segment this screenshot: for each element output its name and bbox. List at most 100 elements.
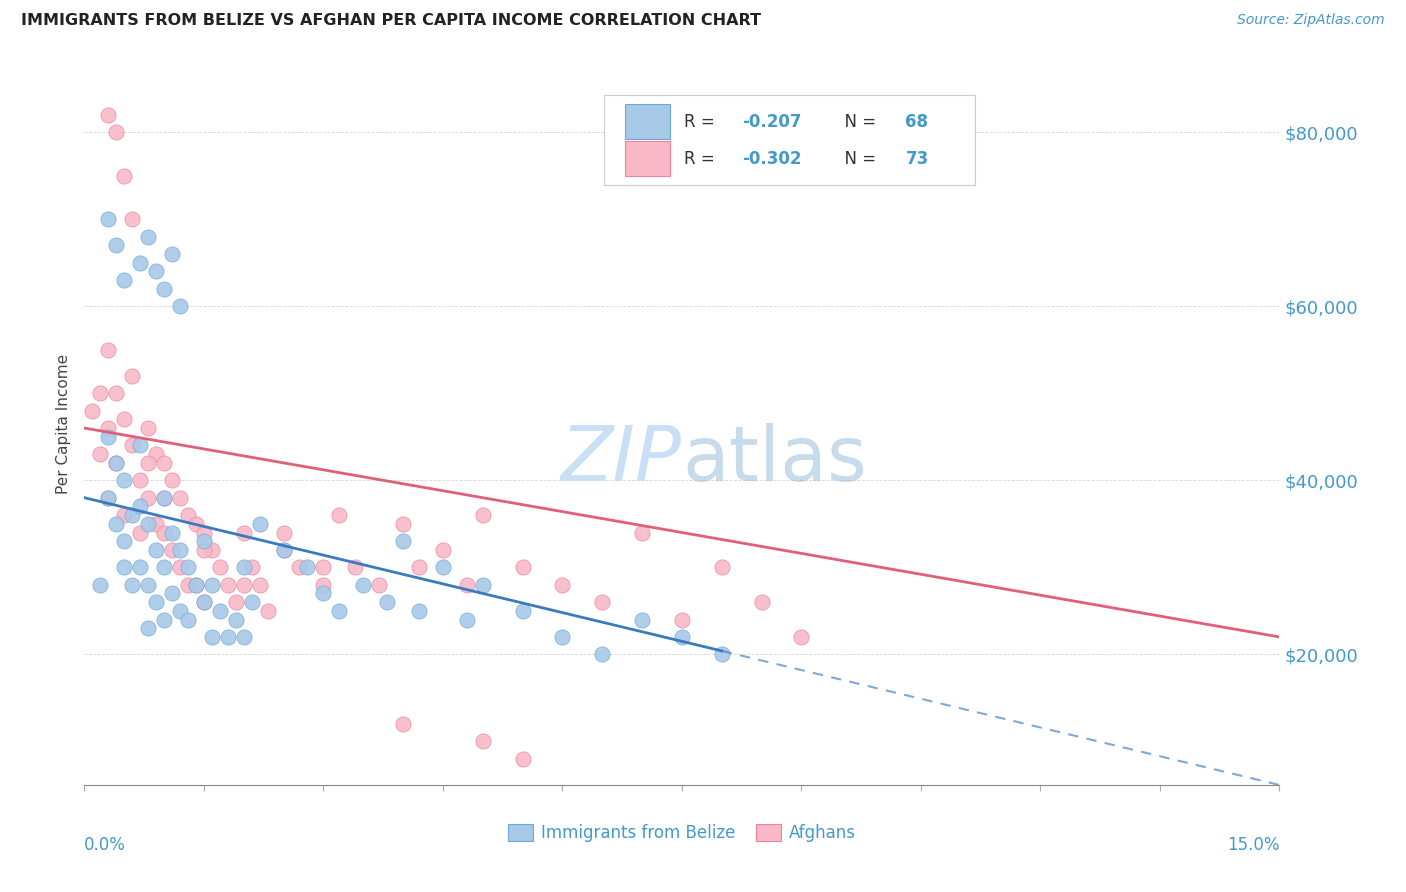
Point — [112, 508, 135, 522]
Point — [288, 560, 311, 574]
Point — [249, 516, 271, 531]
Point — [112, 560, 135, 574]
Point — [136, 456, 159, 470]
Point — [256, 604, 278, 618]
FancyBboxPatch shape — [605, 95, 974, 186]
Text: atlas: atlas — [682, 423, 866, 497]
Point — [145, 264, 167, 278]
Point — [184, 516, 207, 531]
Point — [97, 421, 120, 435]
Point — [225, 613, 247, 627]
Point — [710, 648, 733, 662]
Point — [551, 630, 574, 644]
Point — [145, 543, 167, 558]
Point — [312, 560, 335, 574]
Point — [193, 534, 215, 549]
Point — [160, 525, 183, 540]
Point — [184, 578, 207, 592]
Point — [153, 456, 176, 470]
Point — [328, 604, 350, 618]
Point — [160, 543, 183, 558]
Point — [177, 560, 200, 574]
Text: R =: R = — [685, 112, 720, 131]
Point — [105, 125, 128, 139]
Bar — [624, 104, 671, 139]
Point — [232, 525, 254, 540]
Point — [97, 108, 120, 122]
Point — [121, 212, 143, 227]
Point — [97, 343, 120, 357]
Point — [129, 560, 152, 574]
Point — [112, 273, 135, 287]
Point — [184, 578, 207, 592]
Point — [97, 212, 120, 227]
Point — [153, 491, 176, 505]
Text: 15.0%: 15.0% — [1227, 836, 1279, 854]
Point — [153, 613, 176, 627]
Point — [145, 595, 167, 609]
Point — [591, 595, 613, 609]
Point — [193, 595, 215, 609]
Text: 68: 68 — [905, 112, 928, 131]
Point — [89, 386, 111, 401]
Point — [89, 447, 111, 461]
Text: N =: N = — [834, 112, 882, 131]
Point — [408, 604, 430, 618]
Point — [82, 403, 104, 417]
Point — [273, 525, 295, 540]
Point — [456, 578, 478, 592]
Point — [217, 578, 239, 592]
Point — [105, 516, 128, 531]
Point — [671, 613, 693, 627]
Point — [312, 586, 335, 600]
Text: N =: N = — [834, 150, 882, 168]
Point — [129, 500, 152, 514]
Point — [368, 578, 391, 592]
Point — [145, 516, 167, 531]
Text: Source: ZipAtlas.com: Source: ZipAtlas.com — [1237, 13, 1385, 28]
Point — [129, 473, 152, 487]
Point — [392, 717, 415, 731]
Point — [512, 604, 534, 618]
Point — [471, 734, 494, 748]
Point — [136, 516, 159, 531]
Text: R =: R = — [685, 150, 720, 168]
Text: IMMIGRANTS FROM BELIZE VS AFGHAN PER CAPITA INCOME CORRELATION CHART: IMMIGRANTS FROM BELIZE VS AFGHAN PER CAP… — [21, 13, 761, 29]
Text: 73: 73 — [905, 150, 928, 168]
Point — [145, 447, 167, 461]
Point — [208, 560, 231, 574]
Point — [112, 473, 135, 487]
Point — [129, 438, 152, 452]
Point — [193, 595, 215, 609]
Point — [105, 386, 128, 401]
Point — [169, 299, 191, 313]
Point — [121, 578, 143, 592]
Text: -0.207: -0.207 — [742, 112, 801, 131]
Point — [136, 229, 159, 244]
Point — [193, 525, 215, 540]
Point — [177, 578, 200, 592]
Point — [121, 368, 143, 383]
Point — [89, 578, 111, 592]
Point — [177, 508, 200, 522]
Text: -0.302: -0.302 — [742, 150, 801, 168]
Point — [232, 578, 254, 592]
Point — [432, 560, 454, 574]
Point — [112, 169, 135, 183]
Point — [432, 543, 454, 558]
Point — [471, 578, 494, 592]
Point — [129, 525, 152, 540]
Point — [97, 430, 120, 444]
Point — [169, 491, 191, 505]
Point — [169, 543, 191, 558]
Point — [153, 282, 176, 296]
Point — [193, 543, 215, 558]
Point — [105, 456, 128, 470]
Point — [225, 595, 247, 609]
Point — [273, 543, 295, 558]
Point — [201, 630, 224, 644]
Text: ZIP: ZIP — [561, 423, 682, 497]
Point — [232, 560, 254, 574]
Point — [240, 560, 263, 574]
Point — [456, 613, 478, 627]
